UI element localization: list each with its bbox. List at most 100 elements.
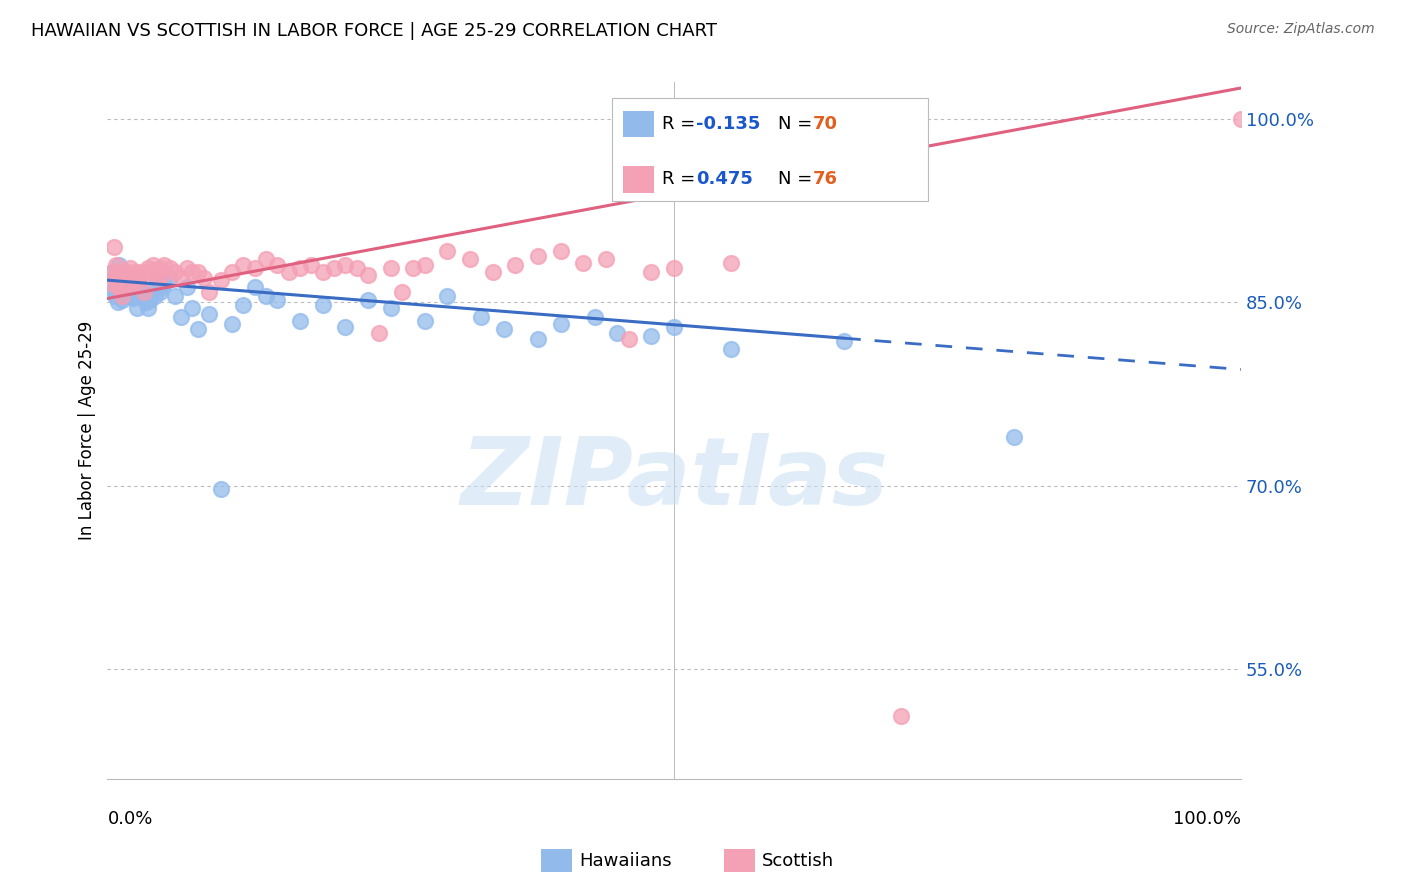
Point [118, 260, 141, 275]
Point [120, 268, 142, 283]
Point [142, 259, 165, 273]
Point [470, 310, 492, 324]
Point [136, 260, 159, 275]
Point [135, 264, 157, 278]
Point [111, 270, 134, 285]
Point [232, 297, 254, 311]
Point [277, 264, 299, 278]
Point [436, 289, 458, 303]
Point [127, 270, 149, 285]
Point [357, 268, 380, 283]
Point [413, 259, 436, 273]
Point [380, 260, 402, 275]
Point [112, 283, 135, 297]
Point [125, 289, 148, 303]
Point [128, 264, 150, 278]
Point [221, 317, 243, 331]
Point [146, 270, 169, 285]
Point [108, 280, 131, 294]
Point [527, 249, 550, 263]
Point [146, 273, 169, 287]
Point [662, 319, 685, 334]
Point [139, 264, 162, 278]
Point [153, 259, 176, 273]
Point [198, 307, 221, 321]
Point [380, 301, 402, 316]
Point [288, 260, 311, 275]
Point [125, 273, 148, 287]
Point [357, 293, 380, 307]
Point [323, 260, 346, 275]
Point [832, 334, 855, 349]
Point [550, 317, 572, 331]
Point [132, 285, 155, 300]
Point [104, 289, 127, 303]
Point [159, 260, 181, 275]
Point [335, 319, 357, 334]
Text: 70: 70 [813, 115, 838, 133]
Point [114, 280, 136, 294]
Point [101, 264, 124, 278]
Point [243, 260, 266, 275]
Point [640, 329, 662, 343]
Point [110, 289, 132, 303]
Point [112, 264, 135, 278]
Point [595, 252, 617, 267]
Point [150, 280, 173, 294]
Point [107, 259, 129, 273]
Point [299, 259, 322, 273]
Point [209, 273, 232, 287]
Point [125, 268, 148, 283]
Text: R =: R = [662, 115, 702, 133]
Point [368, 326, 391, 340]
Point [266, 259, 288, 273]
Point [198, 285, 221, 300]
Point [124, 264, 146, 278]
Point [436, 244, 458, 258]
Point [176, 260, 198, 275]
Point [193, 270, 215, 285]
Point [505, 259, 527, 273]
Point [662, 260, 685, 275]
Text: 100.0%: 100.0% [1173, 810, 1241, 828]
Point [181, 264, 204, 278]
Point [148, 260, 170, 275]
Point [120, 289, 142, 303]
Text: 0.0%: 0.0% [107, 810, 153, 828]
Point [125, 301, 148, 316]
Point [122, 270, 145, 285]
Point [132, 285, 155, 300]
Point [165, 289, 187, 303]
Point [104, 270, 127, 285]
Point [101, 264, 124, 278]
Point [131, 280, 153, 294]
Point [572, 256, 595, 270]
Point [124, 280, 146, 294]
Point [176, 280, 198, 294]
Point [720, 342, 742, 356]
Point [107, 285, 129, 300]
Point [135, 295, 157, 310]
Point [335, 259, 357, 273]
Point [187, 264, 209, 278]
Point [108, 273, 131, 287]
Point [254, 252, 277, 267]
Point [101, 277, 124, 291]
Point [115, 280, 138, 294]
Point [288, 313, 311, 327]
Point [118, 273, 141, 287]
Text: 0.475: 0.475 [696, 170, 752, 188]
Point [458, 252, 481, 267]
Point [103, 283, 125, 297]
Point [1002, 430, 1025, 444]
Point [159, 270, 181, 285]
Point [111, 293, 134, 307]
Point [110, 270, 132, 285]
Text: HAWAIIAN VS SCOTTISH IN LABOR FORCE | AGE 25-29 CORRELATION CHART: HAWAIIAN VS SCOTTISH IN LABOR FORCE | AG… [31, 22, 717, 40]
Point [550, 244, 572, 258]
Point [312, 264, 335, 278]
Point [243, 280, 266, 294]
Point [170, 310, 193, 324]
Point [107, 280, 129, 294]
Point [128, 289, 150, 303]
